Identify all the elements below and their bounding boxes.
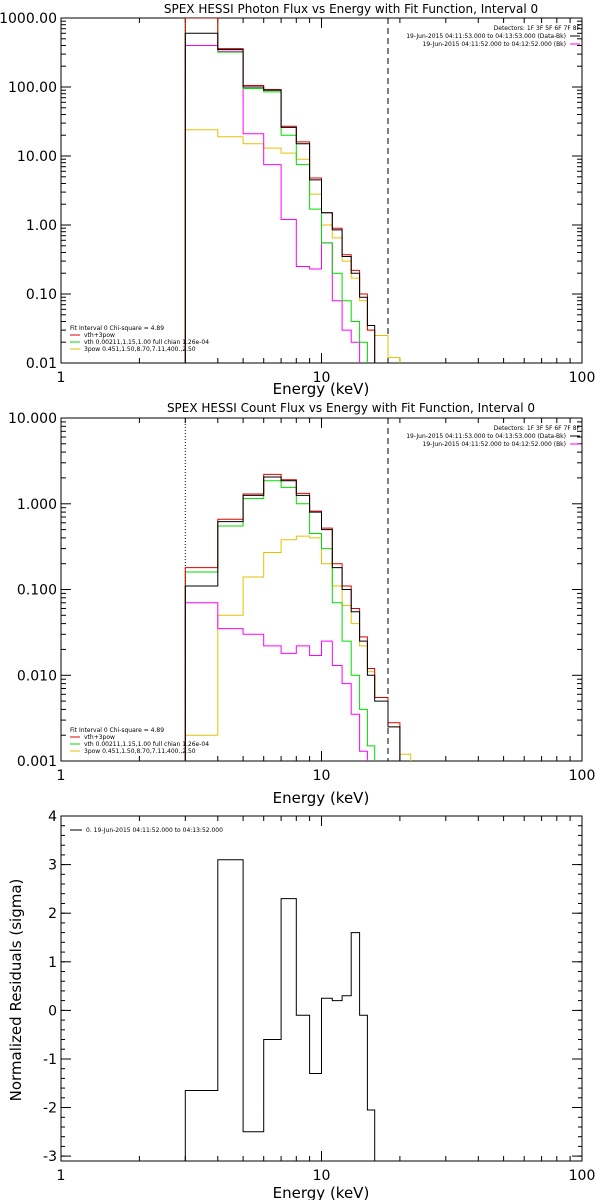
y-tick-label: 100.00 (8, 80, 57, 96)
series-line (184, 602, 368, 761)
y-tick-label: 0.01 (26, 356, 57, 372)
y-tick-label: 2 (48, 906, 57, 922)
legend-text: 19-Jun-2015 04:11:53.000 to 04:13:53.000… (406, 33, 566, 40)
y-tick-label: 1000.00 (0, 11, 57, 27)
legend-text: Fit Interval 0 Chi-square = 4.89 (70, 325, 164, 332)
x-tick-label: 10 (313, 370, 331, 386)
legend-text: 19-Jun-2015 04:11:53.000 to 04:13:53.000… (406, 433, 566, 440)
y-tick-label: 4 (48, 809, 57, 825)
x-tick-label: 1 (57, 768, 66, 784)
x-tick-label: 100 (569, 370, 596, 386)
series-line (184, 859, 376, 1161)
y-axis-label: Normalized Residuals (sigma) (7, 879, 25, 1102)
y-tick-label: 3 (48, 858, 57, 874)
y-tick-label: 0.10 (26, 287, 57, 303)
chart-title: SPEX HESSI Photon Flux vs Energy with Fi… (164, 2, 538, 16)
y-tick-label: 1.00 (26, 218, 57, 234)
y-tick-label: 0.010 (17, 668, 57, 684)
legend-text: vth+3pow (84, 734, 115, 741)
legend-text: 0. 19-Jun-2015 04:11:52.000 to 04:13:52.… (86, 827, 223, 834)
y-tick-label: 0.001 (17, 754, 57, 770)
count-flux-panel: SPEX HESSI Count Flux vs Energy with Fit… (8, 401, 595, 807)
residuals-panel: Energy (keV) Normalized Residuals (sigma… (7, 809, 595, 1200)
plot-frame (60, 815, 583, 1162)
legend-text: vth 0.00211,1.15,1.00 full chian 1.26e-0… (84, 339, 209, 346)
y-tick-label: 10.000 (8, 411, 57, 427)
series-line (184, 535, 412, 761)
x-tick-label: 10 (313, 768, 331, 784)
series-line (184, 473, 401, 761)
chart-title: SPEX HESSI Count Flux vs Energy with Fit… (167, 401, 535, 415)
series-line (184, 129, 401, 363)
y-tick-label: 0.100 (17, 583, 57, 599)
x-tick-label: 10 (313, 1168, 331, 1184)
x-tick-label: 100 (569, 1168, 596, 1184)
legend-text: 3pow 0.451,1.50,8.70,7.11,400.,2.50 (84, 346, 196, 353)
y-tick-label: -2 (43, 1101, 57, 1117)
y-tick-label: 1 (48, 955, 57, 971)
series-line (184, 32, 376, 363)
x-tick-label: 1 (57, 370, 66, 386)
legend-text: Detectors: 1F 3F 5F 6F 7F 8F (494, 25, 581, 32)
legend-text: vth 0.00211,1.15,1.00 full chian 1.26e-0… (84, 741, 209, 748)
legend-text: 19-Jun-2015 04:11:52.000 to 04:12:52.000… (423, 441, 566, 448)
x-tick-label: 100 (569, 768, 596, 784)
series-line (184, 18, 376, 363)
legend-text: 19-Jun-2015 04:11:52.000 to 04:12:52.000… (423, 41, 566, 48)
legend-text: 3pow 0.451,1.50,8.70,7.11,400.,2.50 (84, 748, 196, 755)
y-tick-label: 1.000 (17, 497, 57, 513)
y-tick-label: 10.00 (17, 149, 57, 165)
x-axis-label: Energy (keV) (273, 1184, 370, 1200)
x-axis-label: Energy (keV) (273, 789, 370, 807)
series-line (184, 480, 376, 761)
x-tick-label: 1 (57, 1168, 66, 1184)
series-line (184, 45, 361, 363)
y-tick-label: -1 (43, 1052, 57, 1068)
series-line (184, 18, 368, 363)
series-line (184, 476, 401, 761)
legend-text: vth+3pow (84, 332, 115, 339)
plot-frame (60, 417, 583, 762)
x-axis-label: Energy (keV) (273, 380, 370, 398)
legend-text: Detectors: 1F 3F 5F 6F 7F 8F (494, 425, 581, 432)
y-tick-label: -3 (43, 1149, 57, 1165)
y-tick-label: 0 (48, 1003, 57, 1019)
legend-text: Fit Interval 0 Chi-square = 4.89 (70, 727, 164, 734)
photon-flux-panel: SPEX HESSI Photon Flux vs Energy with Fi… (0, 2, 595, 398)
